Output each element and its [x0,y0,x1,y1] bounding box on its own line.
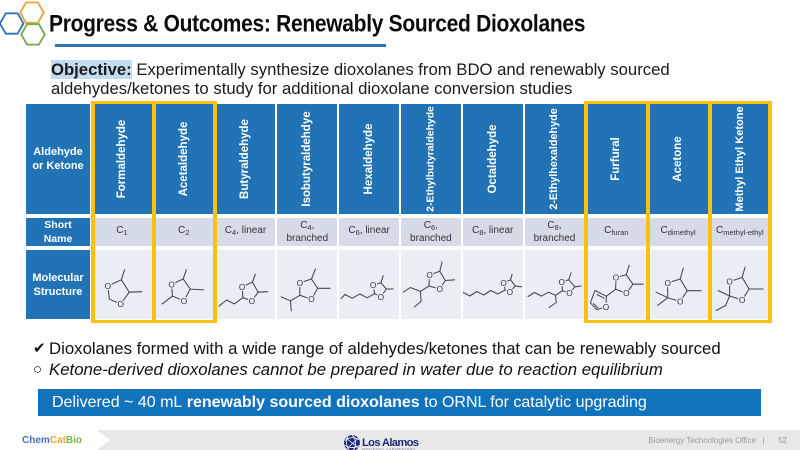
svg-text:O: O [507,287,514,297]
svg-text:O: O [739,295,746,305]
svg-text:O: O [118,298,125,308]
svg-text:O: O [437,284,444,294]
svg-text:O: O [603,301,610,311]
svg-text:O: O [369,280,376,290]
svg-text:O: O [249,295,256,305]
svg-text:O: O [296,277,303,287]
svg-text:O: O [169,279,176,289]
svg-text:O: O [566,288,573,298]
svg-text:O: O [181,295,188,305]
svg-text:NATIONAL LABORATORY: NATIONAL LABORATORY [363,447,417,450]
svg-text:O: O [377,291,384,301]
svg-text:O: O [727,276,734,286]
svg-text:O: O [558,277,565,287]
svg-text:O: O [664,277,671,287]
svg-text:O: O [427,270,434,280]
svg-text:O: O [105,281,112,291]
svg-text:O: O [308,294,315,304]
svg-text:O: O [677,296,684,306]
svg-text:O: O [623,288,630,298]
svg-text:O: O [613,272,620,282]
svg-text:O: O [239,281,246,291]
svg-text:Los Alamos: Los Alamos [362,437,419,449]
svg-text:O: O [501,277,508,287]
